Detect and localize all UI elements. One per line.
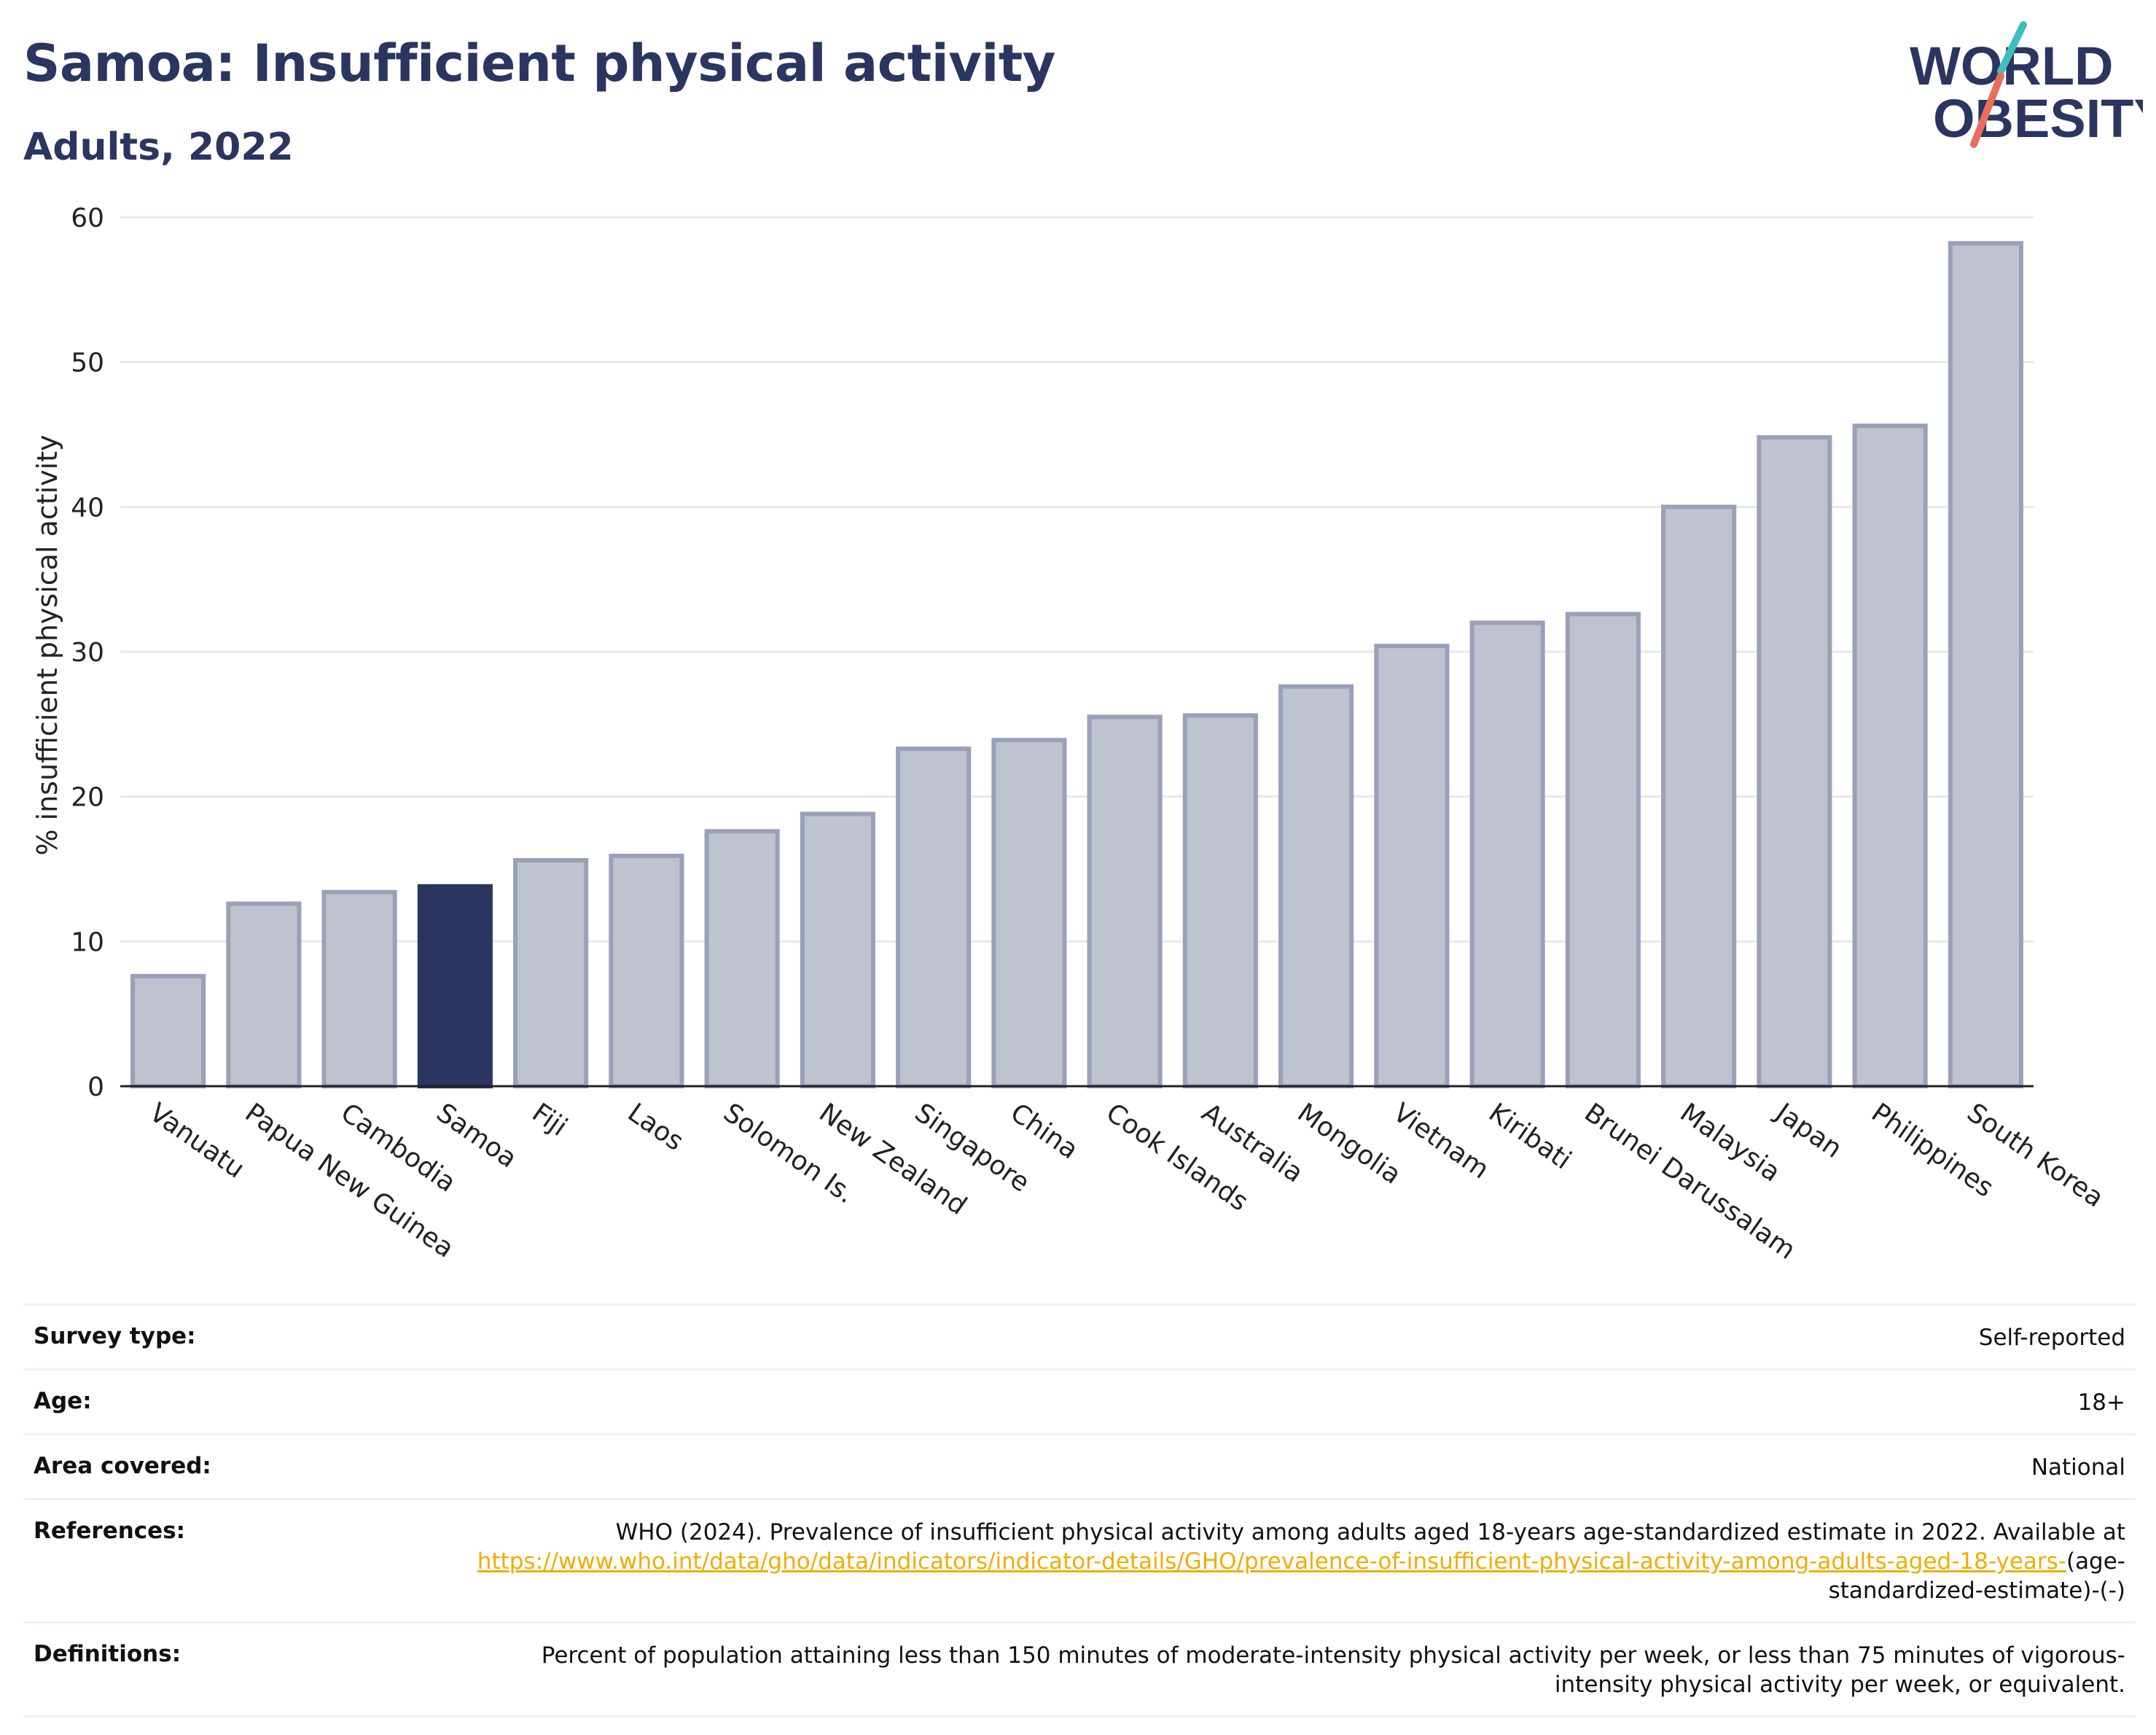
- y-tick-label: 50: [71, 348, 104, 378]
- references-suffix: (age-standardized-estimate)-(-): [1828, 1548, 2125, 1604]
- bar: [800, 811, 875, 1089]
- bar: [1852, 424, 1928, 1088]
- bar: [991, 738, 1067, 1088]
- grid-layer: [120, 216, 2034, 943]
- y-axis-label: % insufficient physical activity: [31, 434, 63, 855]
- x-tick-label: Kiribati: [1483, 1098, 1577, 1176]
- definitions-value: Percent of population attaining less tha…: [541, 1642, 2125, 1698]
- age-value: 18+: [2077, 1389, 2125, 1416]
- bar: [896, 746, 972, 1089]
- y-tick-label: 10: [71, 927, 104, 957]
- bar: [226, 901, 302, 1089]
- y-tick-label: 20: [71, 783, 104, 813]
- y-tick-label: 30: [71, 638, 104, 668]
- bar: [321, 889, 397, 1088]
- bar: [1661, 504, 1737, 1088]
- info-table: Survey type: Self-reported Age: 18+ Area…: [23, 1303, 2136, 1718]
- definitions-label: Definitions:: [34, 1641, 181, 1667]
- bar: [1757, 434, 1832, 1088]
- x-tick-label: Fiji: [526, 1098, 572, 1142]
- bar: [609, 854, 684, 1088]
- area-label: Area covered:: [34, 1453, 211, 1479]
- chart-title: Samoa: Insufficient physical activity: [23, 34, 1055, 93]
- bar-highlighted: [417, 884, 493, 1088]
- x-tick-label: China: [1005, 1098, 1084, 1166]
- logo-word-obesity: OBESITY: [1933, 88, 2143, 149]
- bar: [130, 974, 206, 1088]
- bar: [1469, 620, 1545, 1088]
- bar: [1565, 612, 1641, 1088]
- age-label: Age:: [34, 1388, 92, 1414]
- x-tick-label: Vietnam: [1388, 1098, 1494, 1185]
- bar: [1087, 714, 1163, 1089]
- references-link[interactable]: https://www.who.int/data/gho/data/indica…: [477, 1548, 2066, 1575]
- survey-type-value: Self-reported: [1978, 1325, 2125, 1351]
- references-row: References: WHO (2024). Prevalence of in…: [23, 1498, 2136, 1621]
- bar-layer: [130, 241, 2023, 1089]
- bar: [1374, 644, 1450, 1088]
- x-tick-label: Japan: [1769, 1097, 1847, 1164]
- survey-type-row: Survey type: Self-reported: [23, 1303, 2136, 1368]
- x-tick-label: Vanuatu: [144, 1098, 249, 1185]
- chart-subtitle: Adults, 2022: [23, 125, 294, 169]
- age-row: Age: 18+: [23, 1368, 2136, 1433]
- y-tick-label: 60: [71, 203, 104, 233]
- area-value: National: [2031, 1454, 2125, 1481]
- bar: [1948, 241, 2023, 1088]
- x-tick-label: Laos: [622, 1098, 689, 1157]
- logo-slash-teal: [1997, 21, 2027, 75]
- area-row: Area covered: National: [23, 1433, 2136, 1498]
- world-obesity-logo: WORLD OBESITY: [1910, 21, 2143, 149]
- bar: [513, 858, 589, 1088]
- y-tick-label: 40: [71, 493, 104, 523]
- definitions-row: Definitions: Percent of population attai…: [23, 1621, 2136, 1718]
- logo-slash-coral: [1970, 72, 2004, 148]
- x-tick-label: Mongolia: [1292, 1098, 1406, 1190]
- references-label: References:: [34, 1518, 186, 1544]
- bar: [704, 829, 780, 1088]
- references-text: WHO (2024). Prevalence of insufficient p…: [615, 1519, 2125, 1545]
- survey-type-label: Survey type:: [34, 1323, 196, 1349]
- bar: [1182, 713, 1258, 1088]
- references-value: WHO (2024). Prevalence of insufficient p…: [449, 1518, 2125, 1605]
- y-tick-label: 0: [87, 1072, 104, 1102]
- bar: [1278, 684, 1354, 1088]
